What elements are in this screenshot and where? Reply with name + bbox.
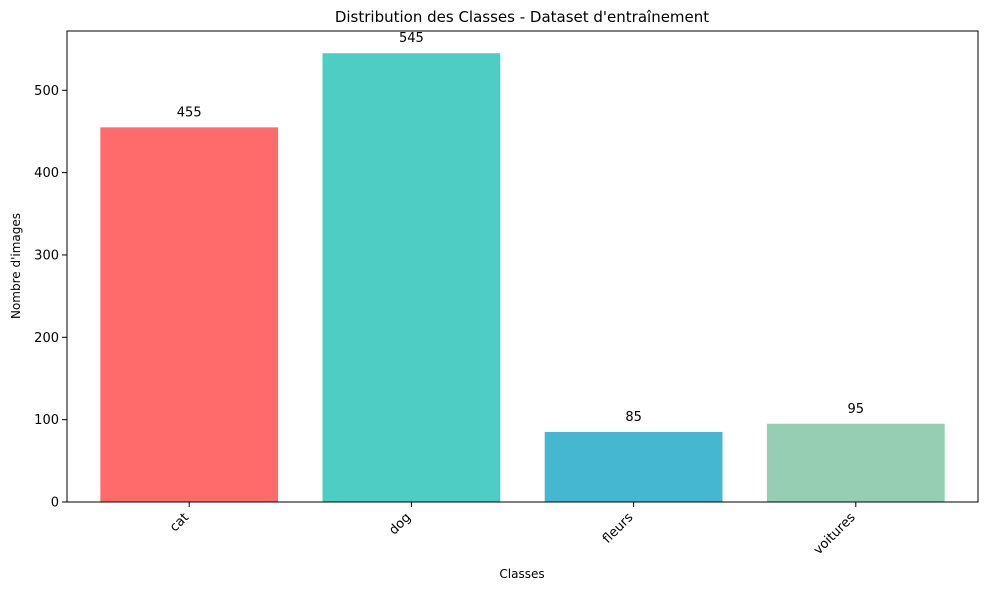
bar-cat <box>100 127 279 502</box>
data-label-voitures: 95 <box>848 402 865 417</box>
data-label-fleurs: 85 <box>625 410 642 425</box>
bar-fleurs <box>544 432 723 502</box>
data-label-cat: 455 <box>177 105 202 120</box>
x-axis-label: Classes <box>499 567 544 581</box>
bar-voitures <box>766 423 945 502</box>
y-axis-label: Nombre d'images <box>9 213 23 319</box>
x-tick-label-cat: cat <box>167 510 192 535</box>
y-tick-label: 100 <box>34 413 59 428</box>
x-tick-label-voitures: voitures <box>811 510 859 558</box>
bar-dog <box>322 53 501 503</box>
plot-area: 455 cat 545 dog 85 fleurs 95 voitures 0 100 200 300… <box>34 30 979 558</box>
plot-frame <box>66 30 979 503</box>
y-tick-label: 200 <box>34 331 59 346</box>
y-tick-label: 400 <box>34 166 59 181</box>
y-tick-label: 300 <box>34 248 59 263</box>
data-label-dog: 545 <box>399 31 424 46</box>
chart-title: Distribution des Classes - Dataset d'ent… <box>335 8 709 26</box>
x-tick-label-fleurs: fleurs <box>600 510 637 547</box>
x-tick-label-dog: dog <box>386 510 414 538</box>
y-tick-label: 500 <box>34 84 59 99</box>
y-tick-label: 0 <box>51 496 59 511</box>
